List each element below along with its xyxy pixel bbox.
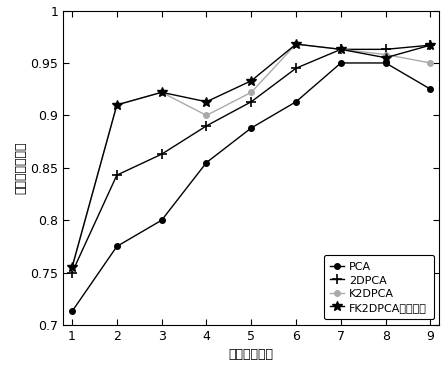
PCA xyxy=(383,61,388,65)
2DPCA xyxy=(69,270,75,275)
K2DPCA xyxy=(293,42,299,46)
FK2DPCA本文方法 xyxy=(338,47,344,51)
PCA xyxy=(293,99,299,104)
FK2DPCA本文方法 xyxy=(204,99,209,104)
Line: PCA: PCA xyxy=(69,60,433,314)
PCA xyxy=(338,61,344,65)
K2DPCA xyxy=(159,90,164,95)
K2DPCA xyxy=(204,113,209,117)
K2DPCA xyxy=(114,103,120,107)
Legend: PCA, 2DPCA, K2DPCA, FK2DPCA本文方法: PCA, 2DPCA, K2DPCA, FK2DPCA本文方法 xyxy=(324,255,434,319)
2DPCA xyxy=(338,47,344,51)
FK2DPCA本文方法 xyxy=(249,79,254,83)
2DPCA xyxy=(114,173,120,177)
K2DPCA xyxy=(383,52,388,57)
Y-axis label: 人脸准确识别率: 人脸准确识别率 xyxy=(14,142,28,194)
2DPCA xyxy=(204,124,209,128)
Line: K2DPCA: K2DPCA xyxy=(69,41,433,270)
FK2DPCA本文方法 xyxy=(428,43,433,47)
K2DPCA xyxy=(338,47,344,51)
PCA xyxy=(114,244,120,248)
K2DPCA xyxy=(428,61,433,65)
Line: FK2DPCA本文方法: FK2DPCA本文方法 xyxy=(67,39,435,272)
PCA xyxy=(249,126,254,130)
2DPCA xyxy=(293,66,299,70)
FK2DPCA本文方法 xyxy=(69,265,75,270)
PCA xyxy=(428,87,433,91)
Line: 2DPCA: 2DPCA xyxy=(67,40,435,277)
X-axis label: 训练样本数目: 训练样本数目 xyxy=(229,348,274,361)
PCA xyxy=(69,309,75,314)
FK2DPCA本文方法 xyxy=(293,42,299,46)
PCA xyxy=(159,218,164,222)
2DPCA xyxy=(383,47,388,51)
PCA xyxy=(204,160,209,165)
2DPCA xyxy=(249,99,254,104)
K2DPCA xyxy=(249,90,254,95)
FK2DPCA本文方法 xyxy=(383,55,388,60)
2DPCA xyxy=(428,43,433,47)
2DPCA xyxy=(159,152,164,156)
K2DPCA xyxy=(69,265,75,270)
FK2DPCA本文方法 xyxy=(114,103,120,107)
FK2DPCA本文方法 xyxy=(159,90,164,95)
